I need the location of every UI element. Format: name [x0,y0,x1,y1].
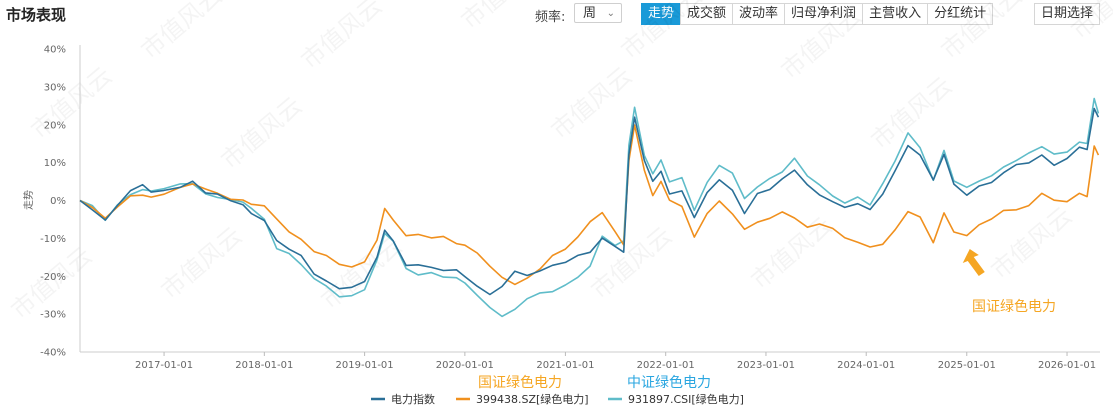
tab-dividend[interactable]: 分红统计 [927,3,994,25]
chevron-down-icon: ⌄ [606,8,615,19]
x-tick-label: 2025-01-01 [938,360,996,371]
date-select-button[interactable]: 日期选择 [1034,3,1101,25]
x-tick-label: 2024-01-01 [837,360,895,371]
legend: 电力指数 399438.SZ[绿色电力] 931897.CSI[绿色电力] [371,392,744,406]
legend-label-dianli[interactable]: 电力指数 [391,392,435,406]
legend-label-399438[interactable]: 399438.SZ[绿色电力] [476,392,589,406]
x-axis-ticks: 2017-01-01 2018-01-01 2019-01-01 2020-01-01… [135,352,1096,371]
x-tick-label: 2026-01-01 [1038,360,1096,371]
watermark-text: 市值风云 [26,61,118,144]
tab-bar: 走势 成交额 波动率 归母净利润 主营收入 分红统计 [641,3,994,25]
x-tick-label: 2019-01-01 [336,360,394,371]
watermark-text: 市值风云 [216,91,308,174]
watermark-text: 市值风云 [1066,0,1113,45]
x-tick-label: 2017-01-01 [135,360,193,371]
x-tick-label: 2022-01-01 [637,360,695,371]
y-tick-label: -30% [40,310,66,321]
x-tick-label: 2021-01-01 [536,360,594,371]
y-axis-label: 走势 [22,190,35,210]
y-tick-label: 40% [44,45,66,56]
y-tick-label: 30% [44,82,66,93]
x-tick-label: 2018-01-01 [235,360,293,371]
tab-revenue[interactable]: 主营收入 [862,3,929,25]
watermark-text: 市值风云 [456,0,548,35]
watermark-text: 市值风云 [156,221,248,304]
y-tick-label: 20% [44,120,66,131]
watermark-text: 市值风云 [296,0,388,75]
series-layer [79,97,1100,318]
frequency-value: 周 [583,6,597,21]
x-tick-label: 2020-01-01 [436,360,494,371]
frequency-label: 频率: [535,10,566,25]
watermark-text: 市值风云 [616,0,708,65]
y-tick-label: -20% [40,272,66,283]
watermark-text: 市值风云 [746,211,838,294]
watermark-text: 市值风云 [586,221,678,304]
tab-turnover[interactable]: 成交额 [680,3,734,25]
y-axis-ticks: 40% 30% 20% 10% 0% -10% -20% -30% -40% [40,45,66,359]
tab-volatility[interactable]: 波动率 [732,3,786,25]
annotation-guozheng: 国证绿色电力 [962,248,1056,315]
y-tick-label: 10% [44,158,66,169]
tab-trend[interactable]: 走势 [641,3,682,25]
y-tick-label: -10% [40,234,66,245]
watermark-text: 市值风云 [136,0,228,65]
legend-label-931897[interactable]: 931897.CSI[绿色电力] [628,392,744,406]
x-tick-label: 2023-01-01 [737,360,795,371]
series-line-399438 [79,124,1100,286]
watermark-text: 市值风云 [866,71,958,154]
frequency-select[interactable]: 周 ⌄ [574,3,622,23]
y-tick-label: 0% [50,196,66,207]
legend-annotation-zhongzheng: 中证绿色电力 [627,374,711,391]
watermark-text: 市值风云 [936,0,1028,65]
series-line-dianli-index [79,107,1100,296]
legend-annotation-guozheng: 国证绿色电力 [478,374,562,391]
watermark-text: 市值风云 [776,1,868,84]
annotation-arrow [962,248,985,276]
annotation-text: 国证绿色电力 [972,298,1056,315]
y-tick-label: -40% [40,348,66,359]
page-title: 市场表现 [6,6,67,24]
watermark-text: 市值风云 [546,61,638,144]
